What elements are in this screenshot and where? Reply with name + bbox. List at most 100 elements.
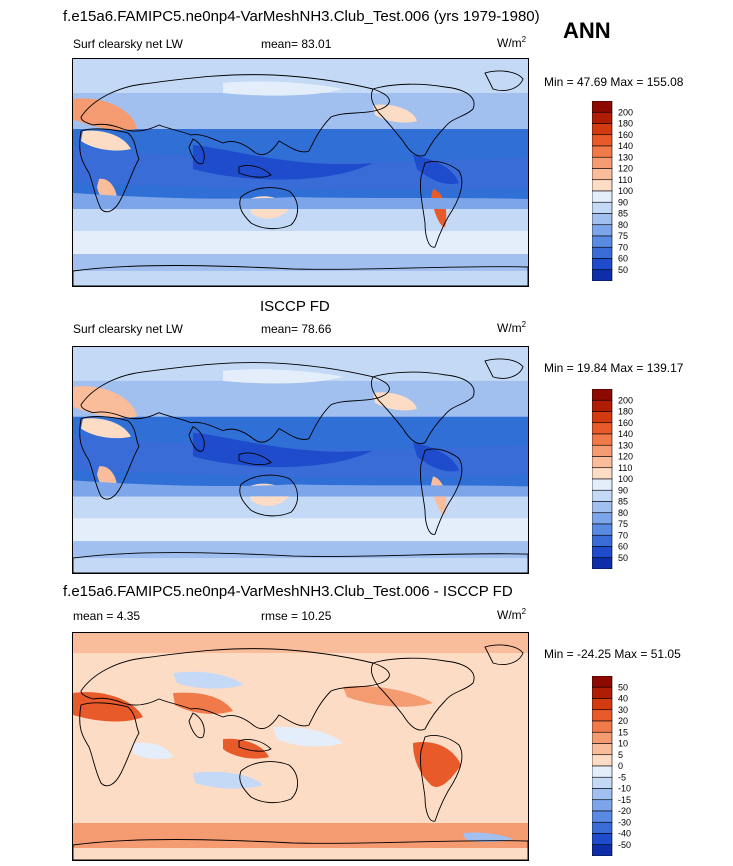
panel2-colorbar-label: 130: [618, 440, 633, 450]
panel1-field-contour: [73, 98, 137, 131]
panel1-colorbar-label: 100: [618, 186, 633, 196]
panel1-colorbar-box: [592, 224, 613, 237]
panel2-colorbar-box: [592, 523, 613, 536]
panel3-colorbar-label: -30: [618, 817, 631, 827]
panel3-field-contour: [173, 692, 233, 714]
panel1-colorbar-box: [592, 246, 613, 259]
panel3-colorbar-label: 40: [618, 694, 628, 704]
panel3-field-contour: [193, 771, 263, 789]
panel1-field-contour: [73, 254, 528, 271]
panel1-coastline: [188, 138, 205, 165]
panel3-field-contour: [73, 823, 528, 848]
panel2-colorbar-box: [592, 546, 613, 559]
panel2-map: [72, 346, 529, 574]
panel2-coastline: [79, 416, 140, 500]
panel3-coastline: [239, 761, 298, 804]
panel2-coastline: [238, 452, 272, 466]
panel1-field-contour: [73, 193, 528, 209]
panel2-colorbar-box: [592, 399, 613, 412]
panel1-units: W/m2: [497, 35, 527, 50]
panel3-colorbar-box: [592, 720, 613, 733]
panel2-field-contour: [73, 480, 528, 497]
panel3-colorbar-label: -15: [618, 795, 631, 805]
panel1-colorbar-label: 140: [618, 141, 633, 151]
panel1-colorbar-box: [592, 190, 613, 203]
panel1-mean: mean= 83.01: [261, 37, 332, 51]
panel3-coastline: [420, 734, 463, 822]
panel2-colorbar-box: [592, 411, 613, 424]
panel3-colorbar-box: [592, 709, 613, 722]
panel3-colorbar-box: [592, 686, 613, 699]
panel2-colorbar-box: [592, 433, 613, 446]
panel3-colorbar-label: 50: [618, 682, 628, 692]
panel3-colorbar: 50 40 30 20 15 10 5 0 -5 -10 -15 -20 -30 -40 -50: [592, 676, 652, 856]
panel1-colorbar: 200 180 160 140 130 120 110 100 90 85 80 75 70 60 50: [592, 101, 652, 281]
panel1-colorbar-label: 80: [618, 220, 628, 230]
panel3-title: f.e15a6.FAMIPC5.ne0np4-VarMeshNH3.Club_T…: [63, 583, 513, 600]
panel2-field-contour: [73, 541, 528, 559]
panel1-colorbar-label: 130: [618, 152, 633, 162]
panel1-colorbar-box: [592, 134, 613, 147]
panel3-coastline: [484, 644, 524, 665]
panel2-colorbar-label: 120: [618, 452, 633, 462]
panel2-coastline: [370, 371, 475, 444]
panel1-coastline: [239, 187, 298, 230]
panel2-colorbar-label: 100: [618, 474, 633, 484]
panel2-colorbar-label: 90: [618, 485, 628, 495]
panel1-colorbar-box: [592, 213, 613, 226]
panel3-map: [72, 632, 529, 861]
panel2-colorbar-label: 160: [618, 418, 633, 428]
panel1-coastline: [80, 74, 390, 155]
panel1-colorbar-box: [592, 101, 613, 113]
panel2-minmax: Min = 19.84 Max = 139.17: [544, 361, 684, 375]
panel3-field-contour: [223, 738, 269, 759]
panel3-colorbar-label: 30: [618, 705, 628, 715]
panel1-coastline: [420, 160, 463, 248]
panel1-coastline: [484, 70, 524, 91]
panel1-colorbar-box: [592, 201, 613, 214]
season-label: ANN: [563, 18, 611, 43]
panel3-colorbar-box: [592, 765, 613, 778]
panel2-units: W/m2: [497, 320, 527, 335]
panel1-field-contour: [223, 81, 343, 96]
panel2-colorbar-label: 50: [618, 553, 628, 563]
panel3-colorbar-label: 15: [618, 727, 628, 737]
panel2-coastline: [73, 552, 528, 573]
panel3-colorbar-box: [592, 788, 613, 801]
panel2-colorbar-label: 180: [618, 407, 633, 417]
panel1-colorbar-box: [592, 123, 613, 136]
panel3-field-contour: [413, 741, 461, 787]
panel3-colorbar-box: [592, 799, 613, 812]
panel2-colorbar-label: 110: [618, 463, 632, 473]
panel1-coastline: [370, 83, 475, 157]
panel3-field-contour: [173, 671, 243, 689]
panel2-field-contour: [73, 518, 528, 547]
panel3-colorbar-box: [592, 698, 613, 711]
panel3-colorbar-box: [592, 810, 613, 823]
panel1-colorbar-box: [592, 156, 613, 169]
panel2-colorbar: 200 180 160 140 130 120 110 100 90 85 80 75 70 60 50: [592, 389, 652, 569]
panel2-coastline: [420, 448, 463, 535]
panel1-colorbar-label: 85: [618, 209, 628, 219]
panel1-colorbar-box: [592, 269, 613, 281]
panel3-coastline: [370, 657, 475, 731]
panel3-colorbar-box: [592, 731, 613, 744]
panel1-coastline: [238, 164, 272, 178]
panel3-colorbar-label: 0: [618, 761, 623, 771]
panel2-coastline: [484, 358, 524, 379]
panel3-field-contour: [73, 633, 528, 860]
panel3-field-contour: [133, 742, 173, 760]
panel3-colorbar-box: [592, 754, 613, 767]
panel2-field-contour: [81, 418, 131, 439]
panel3-rmse: rmse = 10.25: [261, 609, 332, 623]
panel1-coastline: [73, 265, 528, 286]
panel2-title: ISCCP FD: [260, 298, 330, 315]
panel3-minmax: Min = -24.25 Max = 51.05: [544, 647, 681, 661]
panel1-colorbar-box: [592, 111, 613, 124]
panel3-colorbar-box: [592, 776, 613, 789]
panel1-colorbar-label: 75: [618, 231, 628, 241]
panel3-colorbar-box: [592, 743, 613, 756]
panel1-field-contour: [81, 130, 131, 151]
panel3-field-contour: [73, 692, 143, 722]
panel3-colorbar-label: 10: [618, 739, 628, 749]
